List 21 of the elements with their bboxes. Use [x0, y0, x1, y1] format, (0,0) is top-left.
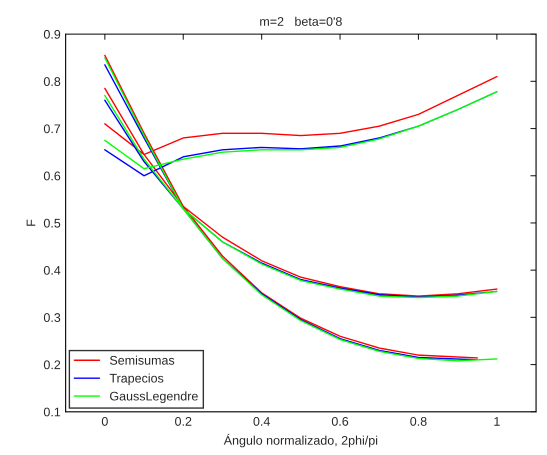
y-tick-label: 0.4: [44, 266, 60, 275]
y-tick-label: 0.8: [44, 77, 60, 86]
legend-label: Trapecios: [110, 373, 164, 386]
x-tick-label: 0.2: [175, 416, 192, 426]
y-tick-label: 0.7: [44, 124, 60, 134]
x-axis-title: Ángulo normalizado, 2phi/pi: [224, 434, 378, 448]
x-tick-label: 1: [494, 417, 500, 426]
chart-title: m=2 beta=0'8: [260, 16, 342, 26]
y-tick-label: 0.9: [44, 30, 60, 39]
y-tick-label: 0.6: [44, 172, 60, 180]
y-tick-label: 0.1: [44, 408, 60, 416]
x-tick-label: 0: [102, 416, 108, 426]
x-tick-label: 0.6: [332, 416, 348, 426]
legend-label: GaussLegendre: [110, 391, 198, 404]
y-tick-label: 0.2: [44, 360, 60, 370]
y-axis-title: F: [26, 220, 36, 226]
x-tick-label: 0.8: [410, 416, 427, 426]
y-tick-label: 0.3: [44, 313, 60, 322]
legend-label: Semisumas: [110, 356, 174, 365]
x-tick-label: 0.4: [253, 416, 270, 426]
y-tick-label: 0.5: [44, 218, 60, 228]
